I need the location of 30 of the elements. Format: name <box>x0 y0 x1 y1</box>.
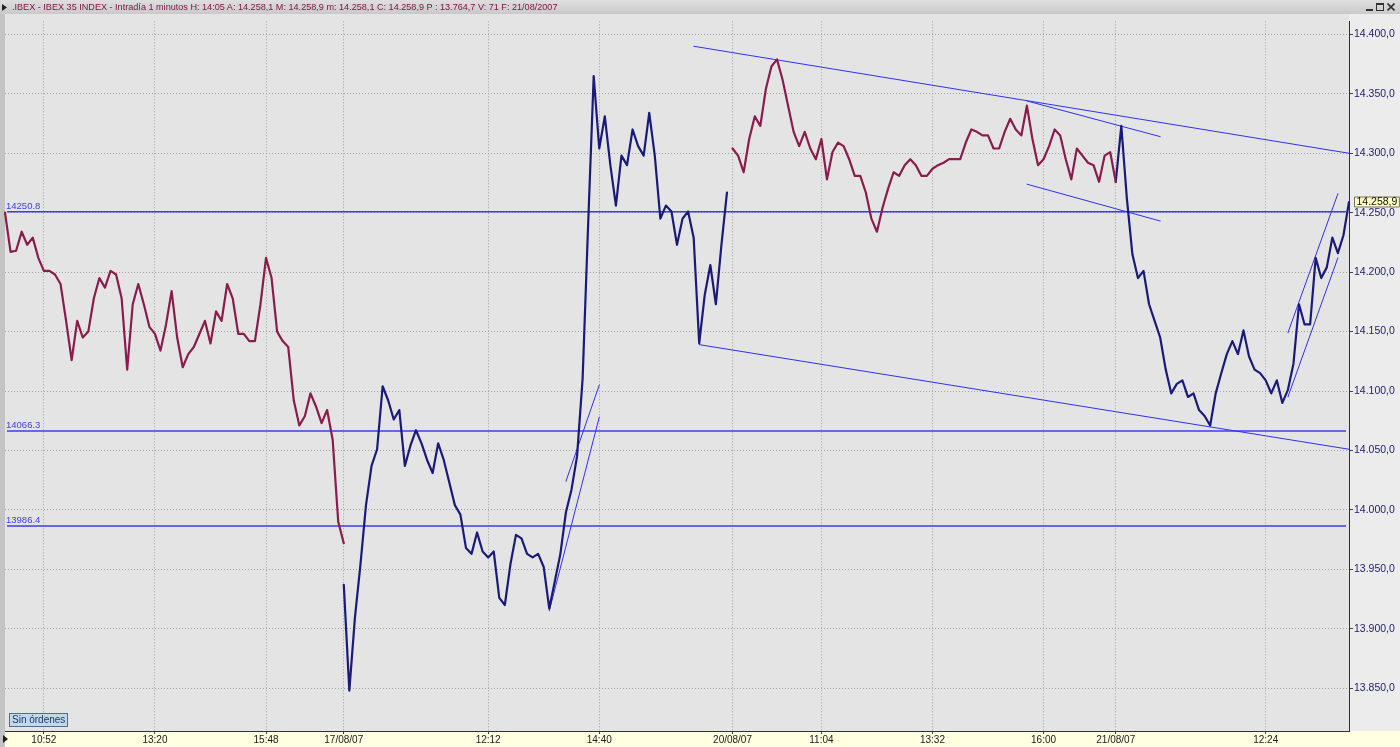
x-tick-label: 12:12 <box>475 733 502 745</box>
y-tick-label: 14.000,0 <box>1354 502 1396 515</box>
y-tick-label: 14.300,0 <box>1354 146 1396 159</box>
y-tick-label: 13.850,0 <box>1354 681 1396 694</box>
x-tick-label: 13:20 <box>142 733 168 745</box>
y-tick-label: 14.400,0 <box>1354 27 1396 40</box>
chart-title: .IBEX - IBEX 35 INDEX - Intradía 1 minutos H: 14:05 A: 14.258,1 M: 14.258,9 m: 14.258,1 C: 14.258,9 P : 13.764,7 V: 71 F: 21/08/2007 <box>12 1 558 13</box>
x-tick-label: 17/08/07 <box>324 733 364 745</box>
y-tick-label: 14.100,0 <box>1354 383 1396 396</box>
x-tick-label: 16:00 <box>1031 733 1057 745</box>
status-button: Sin órdenes <box>9 713 69 727</box>
ref-line-label: 14250.8 <box>6 199 41 211</box>
y-tick-label: 14.200,0 <box>1354 265 1396 278</box>
x-tick-label: 20/08/07 <box>713 733 753 745</box>
x-tick-label: 11:04 <box>809 733 834 745</box>
x-tick-label: 10:52 <box>31 733 57 745</box>
y-tick-label: 14.350,0 <box>1354 86 1396 99</box>
x-tick-label: 15:48 <box>253 733 279 745</box>
y-tick-label: 14.250,0 <box>1354 205 1396 218</box>
text: 14.258,9 <box>1356 195 1398 208</box>
x-tick-label: 21/08/07 <box>1096 733 1136 745</box>
ref-line-label: 14066.3 <box>6 418 41 430</box>
x-tick-label: 12:24 <box>1253 733 1279 745</box>
ref-line-label: 13986.4 <box>6 513 41 525</box>
y-tick-label: 14.150,0 <box>1354 324 1396 337</box>
x-tick-label: 13:32 <box>919 733 946 745</box>
y-tick-label: 14.050,0 <box>1354 443 1396 456</box>
y-tick-label: 13.950,0 <box>1354 562 1396 575</box>
x-tick-label: 14:40 <box>586 733 613 745</box>
y-tick-label: 13.900,0 <box>1354 621 1396 634</box>
